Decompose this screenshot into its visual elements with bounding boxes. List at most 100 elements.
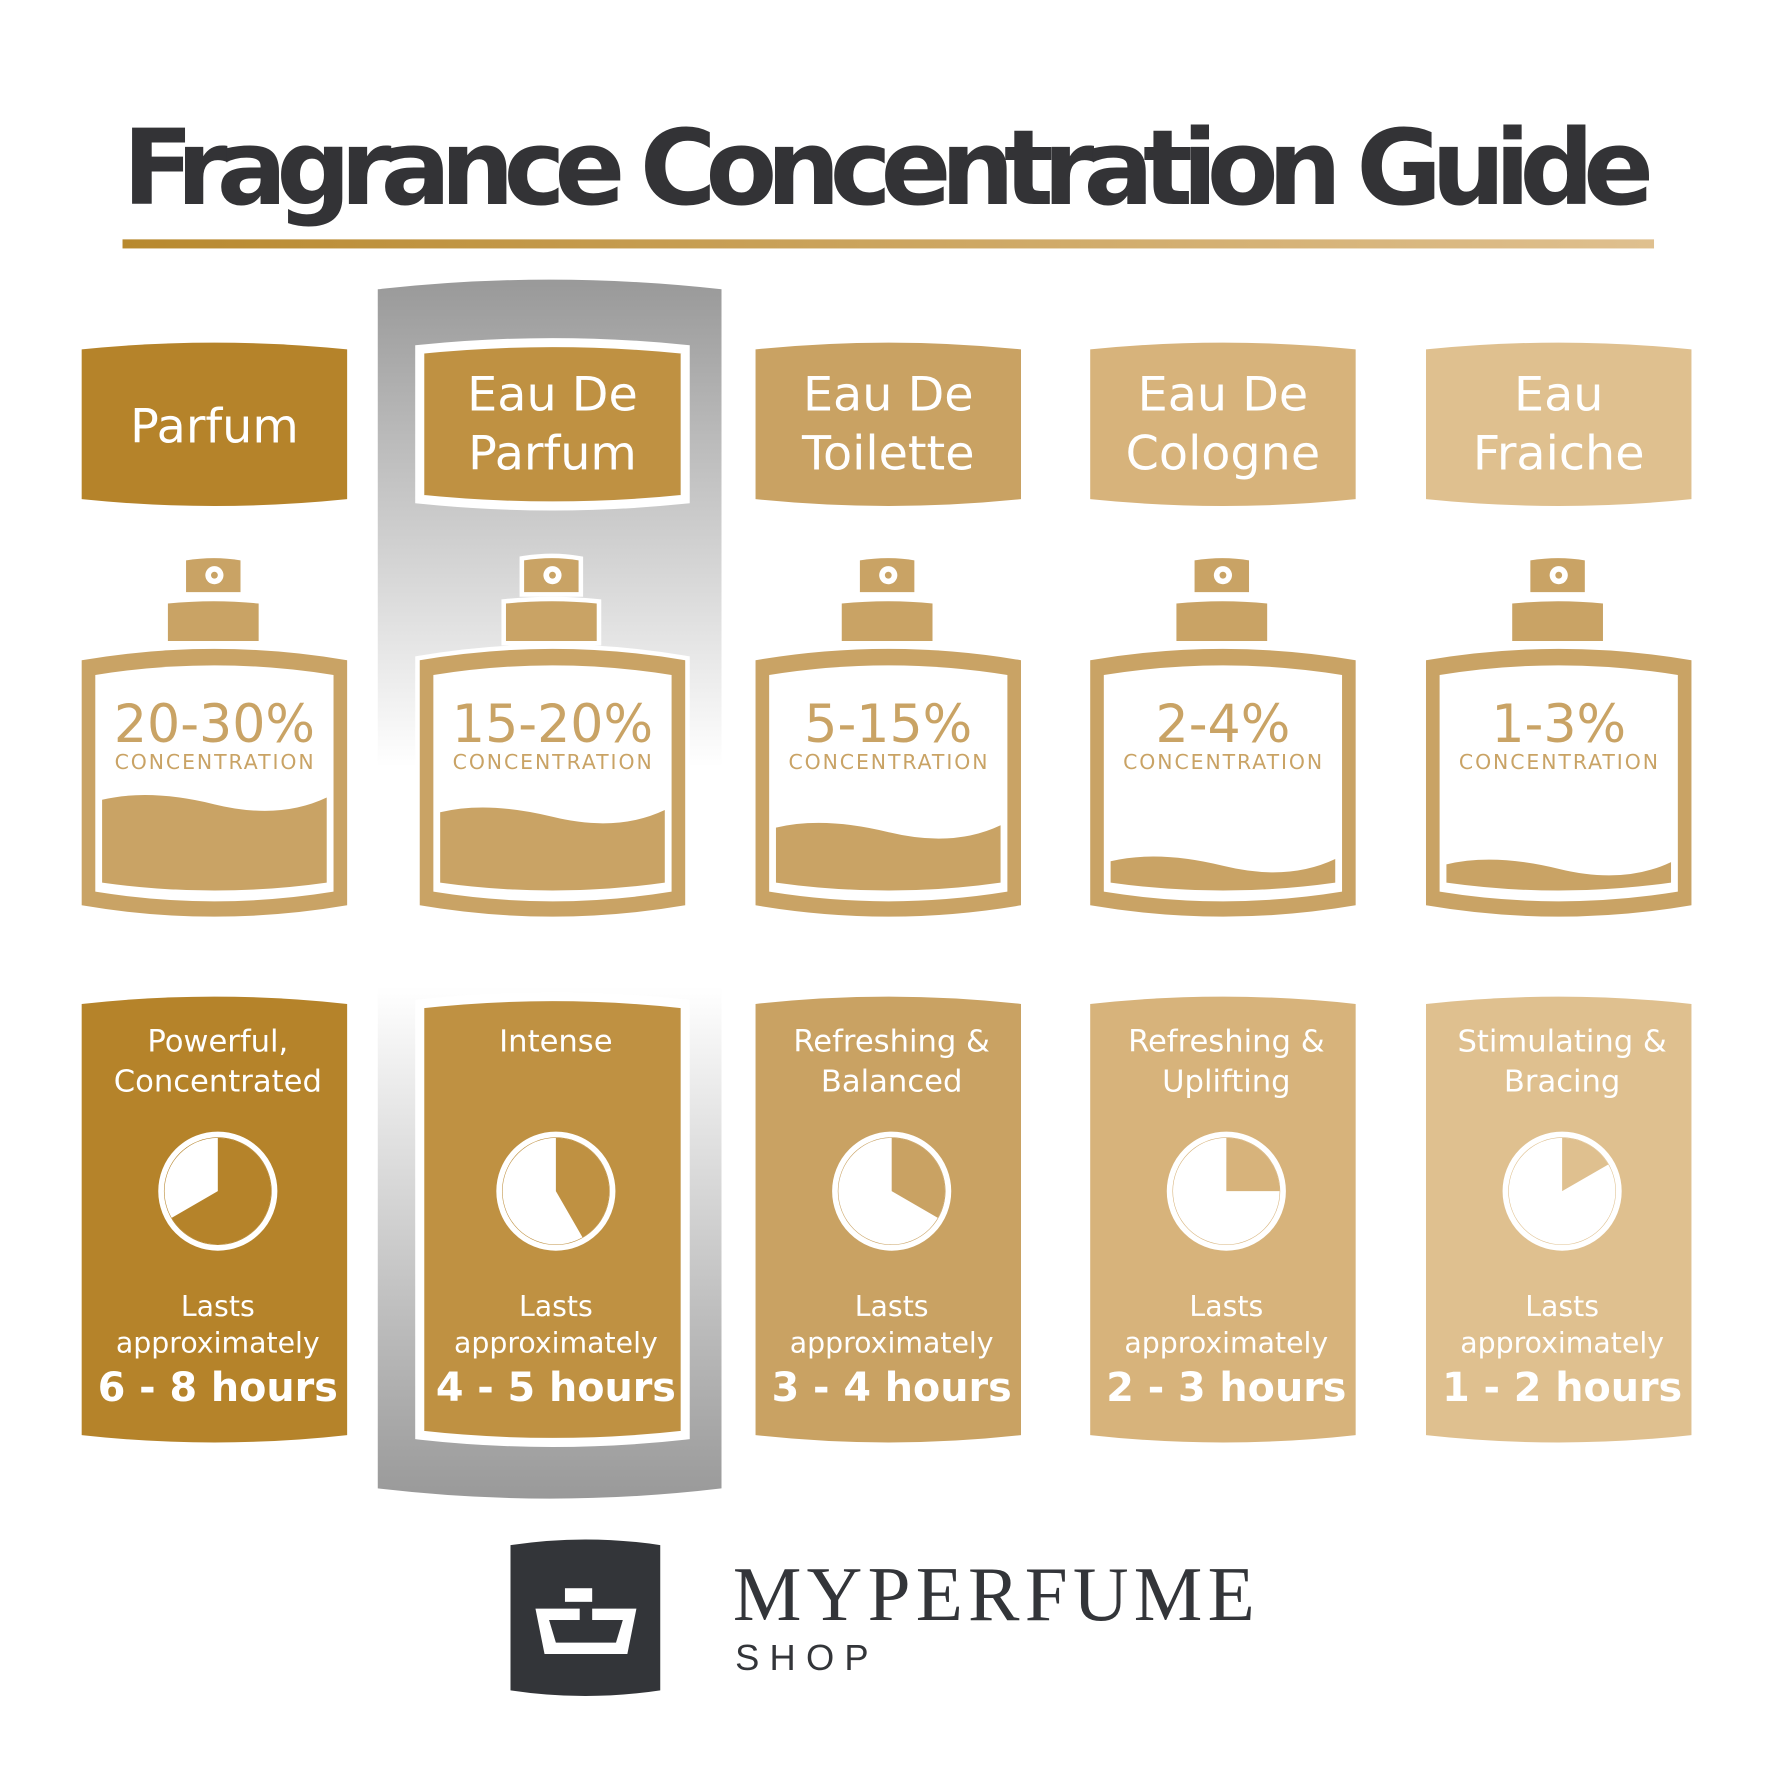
- duration-hours: 4 - 5 hours: [436, 1365, 676, 1411]
- perfume-bottle-icon: [1425, 558, 1692, 917]
- approx-label: approximately: [1460, 1326, 1664, 1359]
- concentration-value: 1-3%: [1491, 695, 1626, 755]
- type-name: Fraiche: [1473, 427, 1645, 482]
- duration-hours: 2 - 3 hours: [1106, 1365, 1346, 1411]
- lasts-label: Lasts: [519, 1290, 593, 1323]
- type-name: Eau: [1514, 368, 1603, 423]
- perfume-bottle-icon: [1090, 558, 1356, 917]
- concentration-value: 5-15%: [804, 695, 972, 755]
- duration-wedge: [891, 1137, 945, 1218]
- type-name: Parfum: [130, 399, 299, 454]
- duration-wedge: [1562, 1137, 1609, 1192]
- perfume-bottle-logo-icon: [510, 1539, 661, 1696]
- nozzle-hole: [549, 571, 556, 579]
- clock-pie-icon: [1166, 1131, 1286, 1251]
- concentration-label: CONCENTRATION: [788, 750, 988, 774]
- nozzle-hole: [884, 571, 892, 579]
- description: Refreshing &: [793, 1025, 990, 1060]
- type-name: Parfum: [468, 427, 637, 482]
- clock-ring: [158, 1131, 278, 1251]
- approx-label: approximately: [116, 1326, 320, 1359]
- duration-hours: 1 - 2 hours: [1442, 1365, 1682, 1411]
- type-name: Eau De: [1138, 368, 1309, 423]
- logo: MYPERFUME SHOP: [510, 1539, 1257, 1696]
- type-name: Toilette: [801, 427, 975, 482]
- bottle-neck: [501, 596, 602, 646]
- type-header: [81, 342, 348, 506]
- description: Concentrated: [114, 1064, 322, 1099]
- duration-wedge: [1226, 1137, 1280, 1192]
- concentration-value: 2-4%: [1156, 695, 1291, 755]
- description: Intense: [499, 1025, 612, 1060]
- liquid-level: [102, 795, 327, 891]
- description: Powerful,: [147, 1025, 288, 1060]
- clock-pie-icon: [1502, 1131, 1622, 1251]
- concentration-label: CONCENTRATION: [1459, 750, 1659, 774]
- type-header: [1425, 342, 1692, 506]
- liquid-level: [440, 807, 665, 891]
- clock-ring: [496, 1131, 616, 1251]
- approx-label: approximately: [790, 1326, 994, 1359]
- clock-pie-icon: [832, 1131, 952, 1251]
- concentration-value: 15-20%: [452, 695, 653, 755]
- perfume-bottle-icon: [755, 558, 1021, 917]
- nozzle-hole: [1219, 571, 1227, 579]
- title-underline: [122, 239, 1655, 249]
- approx-label: approximately: [454, 1326, 658, 1359]
- liquid-level: [775, 822, 1001, 891]
- column-0: Parfum 20-30%CONCENTRATION Powerful, Concen…: [81, 342, 348, 1443]
- lasts-label: Lasts: [1189, 1290, 1263, 1323]
- nozzle-hole: [211, 571, 218, 579]
- page-title: Fragrance Concentration Guide: [123, 107, 1654, 229]
- description: Bracing: [1504, 1064, 1621, 1099]
- lasts-label: Lasts: [1525, 1290, 1599, 1323]
- type-name: Eau De: [467, 368, 638, 423]
- duration-wedge: [555, 1137, 610, 1238]
- concentration-label: CONCENTRATION: [453, 750, 653, 774]
- duration-wedge: [171, 1137, 272, 1245]
- perfume-bottle-icon: [415, 553, 690, 922]
- bottle-interior: [1439, 665, 1678, 902]
- concentration-label: CONCENTRATION: [115, 750, 315, 774]
- lasts-label: Lasts: [181, 1290, 255, 1323]
- clock-ring: [1166, 1131, 1286, 1251]
- bottle-neck: [841, 601, 933, 641]
- concentration-value: 20-30%: [114, 695, 315, 755]
- type-header: [415, 338, 690, 511]
- logo-bottle-icon: [535, 1608, 637, 1655]
- clock-ring: [832, 1131, 952, 1251]
- clock-pie-icon: [496, 1131, 616, 1251]
- bottle-neck: [1176, 601, 1268, 641]
- clock-pie-icon: [158, 1131, 278, 1251]
- brand-name: MYPERFUME: [733, 1551, 1257, 1637]
- nozzle-hole: [1555, 571, 1563, 579]
- duration-hours: 6 - 8 hours: [98, 1365, 338, 1411]
- concentration-label: CONCENTRATION: [1123, 750, 1323, 774]
- columns: Parfum20-30%CONCENTRATIONPowerful,Concen…: [81, 338, 1692, 1447]
- bottle-neck: [167, 601, 259, 641]
- description: Uplifting: [1162, 1064, 1290, 1099]
- type-header: [1090, 342, 1356, 506]
- description: Balanced: [821, 1064, 963, 1099]
- type-name: Eau De: [803, 368, 974, 423]
- perfume-bottle-icon: [81, 558, 348, 917]
- bottle-interior: [1103, 665, 1343, 902]
- logo-cap-icon: [564, 1588, 593, 1602]
- type-name: Cologne: [1126, 427, 1320, 482]
- description: Stimulating &: [1457, 1025, 1666, 1060]
- type-header: [755, 342, 1021, 506]
- bottle-neck: [1512, 601, 1603, 641]
- duration-hours: 3 - 4 hours: [772, 1365, 1012, 1411]
- liquid-level: [1446, 859, 1672, 891]
- description: Refreshing &: [1128, 1025, 1325, 1060]
- lasts-label: Lasts: [855, 1290, 929, 1323]
- approx-label: approximately: [1124, 1326, 1328, 1359]
- brand-sub: SHOP: [735, 1637, 879, 1678]
- clock-ring: [1502, 1131, 1622, 1251]
- liquid-level: [1110, 856, 1336, 891]
